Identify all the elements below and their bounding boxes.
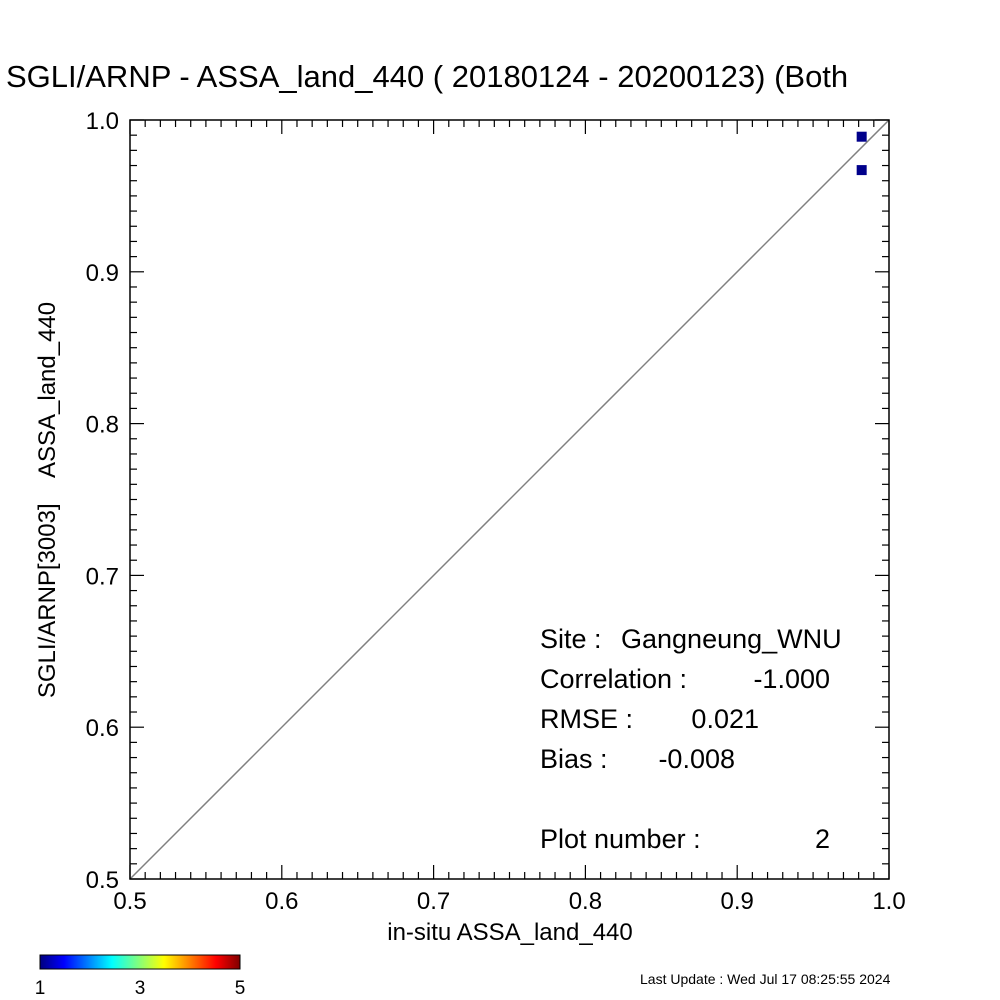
x-axis-label: in-situ ASSA_land_440 — [387, 919, 633, 946]
y-tick-label: 0.6 — [86, 715, 119, 742]
chart-title: SGLI/ARNP - ASSA_land_440 ( 20180124 - 2… — [6, 59, 848, 94]
x-tick-label: 0.6 — [265, 888, 298, 915]
y-tick-label: 0.9 — [86, 260, 119, 287]
stat-site-value: Gangneung_WNU — [621, 624, 842, 654]
y-tick-label: 0.8 — [86, 412, 119, 439]
plot-area-frame — [129, 119, 890, 880]
stat-rmse-value: 0.021 — [691, 704, 759, 734]
y-axis-label: SGLI/ARNP[3003] ASSA_land_440 — [34, 302, 61, 698]
axis-ticks — [129, 119, 890, 880]
y-tick-label: 0.7 — [86, 563, 119, 590]
y-tick-label: 1.0 — [86, 108, 119, 135]
stat-plot-number-label: Plot number : — [540, 824, 701, 854]
x-tick-label: 0.9 — [721, 888, 754, 915]
x-tick-label: 0.7 — [417, 888, 450, 915]
stat-plot-number-value: 2 — [815, 824, 830, 854]
y-tick-labels: 0.5 0.6 0.7 0.8 0.9 1.0 — [86, 108, 119, 894]
stat-bias-value: -0.008 — [658, 744, 735, 774]
x-tick-label: 0.5 — [113, 888, 146, 915]
y-tick-label: 0.5 — [86, 867, 119, 894]
x-tick-labels: 0.5 0.6 0.7 0.8 0.9 1.0 — [113, 888, 905, 915]
data-point — [856, 165, 867, 176]
x-tick-label: 0.8 — [569, 888, 602, 915]
stat-rmse-label: RMSE : — [540, 704, 633, 734]
data-points — [856, 131, 867, 176]
x-tick-label: 1.0 — [872, 888, 905, 915]
colorbar — [39, 954, 241, 970]
colorbar-label-mid: 3 — [135, 978, 146, 999]
colorbar-label-min: 1 — [35, 978, 46, 999]
data-point — [856, 131, 867, 142]
stats-box: Site : Gangneung_WNU Correlation : -1.00… — [540, 624, 842, 854]
one-to-one-line — [129, 119, 890, 880]
stat-correlation-label: Correlation : — [540, 664, 687, 694]
stat-correlation-value: -1.000 — [753, 664, 830, 694]
stat-site-label: Site : — [540, 624, 602, 654]
last-update-text: Last Update : Wed Jul 17 08:25:55 2024 — [640, 971, 891, 987]
colorbar-label-max: 5 — [235, 978, 246, 999]
stat-bias-label: Bias : — [540, 744, 608, 774]
